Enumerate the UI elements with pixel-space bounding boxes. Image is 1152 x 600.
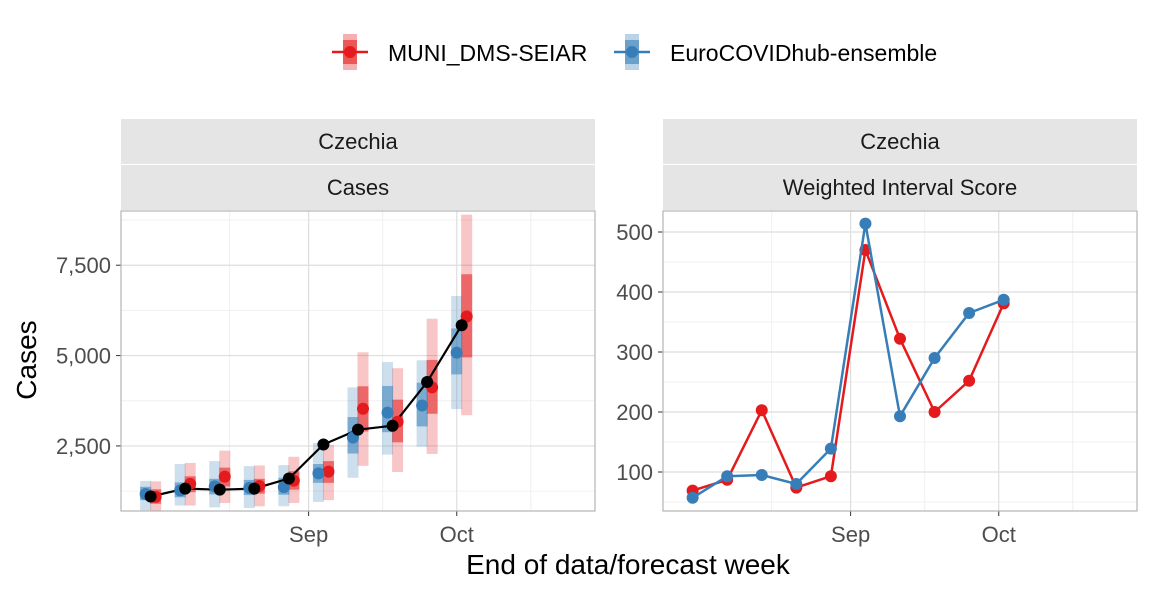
median-point: [357, 402, 369, 415]
score-point: [963, 374, 976, 387]
median-point: [277, 481, 290, 494]
plot-border: [120, 210, 596, 512]
score-point: [755, 469, 768, 481]
y-tick-label: 200: [616, 400, 653, 425]
panel-wis: Czechia Weighted Interval Score 100 200 300 4…: [616, 119, 1138, 547]
legend-label: MUNI_DMS-SEIAR: [388, 40, 587, 66]
plot-area: [663, 211, 1137, 511]
truth-point: [213, 483, 226, 496]
facet-strip-target: [121, 165, 595, 210]
plot-border: [662, 210, 1138, 512]
median-point: [312, 467, 325, 480]
facet-strip-location-label: Czechia: [318, 129, 398, 154]
plot-area: [121, 211, 595, 511]
x-axis-label: End of data/forecast week: [466, 549, 791, 580]
legend-key-point: [626, 46, 638, 58]
score-point: [721, 470, 734, 483]
y-tick-label: 7,500: [56, 253, 111, 278]
score-point: [928, 352, 941, 364]
legend: MUNI_DMS-SEIAR EuroCOVIDhub-ensemble: [332, 34, 937, 70]
score-point: [894, 332, 906, 345]
y-axis-label: Cases: [11, 320, 42, 399]
x-tick-label: Sep: [289, 522, 328, 547]
score-point: [790, 478, 803, 490]
truth-point: [282, 472, 295, 485]
y-tick-label: 500: [616, 220, 653, 245]
x-tick-label: Sep: [831, 522, 870, 547]
truth-point: [421, 375, 434, 388]
facet-strip-location: [121, 119, 595, 164]
truth-line: [150, 324, 463, 498]
truth-point: [317, 438, 330, 451]
truth-point: [352, 423, 364, 436]
median-point: [322, 465, 335, 478]
score-point: [755, 404, 768, 417]
score-point: [894, 410, 906, 423]
legend-item-1: MUNI_DMS-SEIAR: [332, 34, 587, 70]
score-point: [997, 293, 1010, 306]
score-point: [824, 470, 837, 483]
y-tick-label: 400: [616, 280, 653, 305]
median-point: [450, 346, 463, 359]
score-point: [963, 307, 976, 319]
truth-point: [179, 482, 192, 495]
facet-strip-location-label: Czechia: [860, 129, 940, 154]
facet-strip-location: [663, 119, 1137, 164]
y-tick-label: 100: [616, 460, 653, 485]
x-tick-label: Oct: [982, 522, 1016, 547]
score-point: [824, 442, 837, 455]
legend-item-2: EuroCOVIDhub-ensemble: [614, 34, 937, 70]
truth-point: [455, 319, 468, 332]
score-line: [692, 245, 1005, 492]
legend-label: EuroCOVIDhub-ensemble: [670, 40, 937, 66]
panel-cases: Czechia Cases 2,500 5,000 7,500 Sep Oct: [56, 119, 596, 547]
facet-strip-target-label: Cases: [327, 175, 389, 200]
score-line: [691, 223, 1005, 499]
y-tick-label: 2,500: [56, 434, 111, 459]
score-point: [686, 491, 699, 504]
median-point: [460, 310, 473, 323]
facet-strip-target-label: Weighted Interval Score: [783, 175, 1017, 200]
truth-point: [386, 419, 399, 432]
truth-point: [144, 490, 157, 503]
median-point: [218, 470, 231, 483]
y-tick-label: 5,000: [56, 344, 111, 369]
median-point: [381, 406, 394, 419]
median-point: [416, 399, 429, 412]
x-tick-label: Oct: [440, 522, 474, 547]
score-point: [928, 406, 941, 418]
facet-strip-target: [663, 165, 1137, 210]
legend-key-point: [344, 46, 356, 58]
score-point: [859, 217, 872, 230]
y-tick-label: 300: [616, 340, 653, 365]
truth-point: [248, 482, 261, 495]
